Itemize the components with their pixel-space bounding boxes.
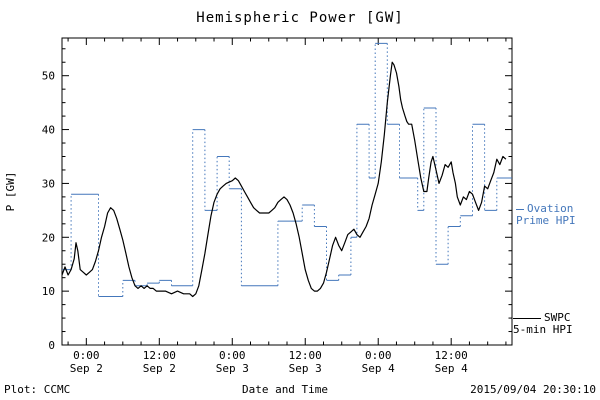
chart-title: Hemispheric Power [GW] bbox=[196, 10, 404, 26]
y-tick-label: 0 bbox=[48, 339, 55, 352]
y-tick-label: 30 bbox=[42, 177, 55, 190]
legend-ovation-label-2: Prime HPI bbox=[516, 214, 576, 227]
y-tick-label: 10 bbox=[42, 285, 55, 298]
y-tick-label: 50 bbox=[42, 70, 55, 83]
x-tick-label-time: 12:00 bbox=[435, 349, 468, 362]
x-tick-label-date: Sep 4 bbox=[435, 362, 468, 375]
legend-ovation-label-1: Ovation bbox=[527, 202, 574, 215]
y-tick-label: 40 bbox=[42, 124, 55, 137]
x-tick-label-time: 12:00 bbox=[289, 349, 322, 362]
x-tick-label-time: 12:00 bbox=[143, 349, 176, 362]
y-tick-label: 20 bbox=[42, 231, 55, 244]
legend-swpc: SWPC 5-min HPI bbox=[513, 312, 573, 336]
x-tick-label-time: 0:00 bbox=[219, 349, 246, 362]
x-tick-label-date: Sep 2 bbox=[70, 362, 103, 375]
ovation-step-line bbox=[62, 42, 512, 297]
x-axis-title: Date and Time bbox=[241, 383, 329, 396]
legend-swpc-label-1: SWPC bbox=[544, 311, 571, 324]
x-tick-label-date: Sep 4 bbox=[362, 362, 395, 375]
x-tick-label-time: 0:00 bbox=[73, 349, 100, 362]
x-tick-label-date: Sep 2 bbox=[143, 362, 176, 375]
swpc-line-sample-icon bbox=[513, 317, 541, 319]
x-tick-label-date: Sep 3 bbox=[289, 362, 322, 375]
plot-frame bbox=[61, 37, 513, 346]
legend-swpc-label-2: 5-min HPI bbox=[513, 323, 573, 336]
legend-ovation: Ovation Prime HPI bbox=[516, 203, 576, 227]
y-axis-title: P [GW] bbox=[4, 172, 17, 212]
ovation-line-sample-icon bbox=[516, 208, 524, 210]
plot-timestamp: 2015/09/04 20:30:10 bbox=[470, 383, 596, 396]
x-tick-label-date: Sep 3 bbox=[216, 362, 249, 375]
ovation-step-verticals bbox=[70, 43, 498, 297]
swpc-line bbox=[61, 61, 507, 298]
plot-source-label: Plot: CCMC bbox=[4, 383, 71, 396]
x-tick-label-time: 0:00 bbox=[365, 349, 392, 362]
